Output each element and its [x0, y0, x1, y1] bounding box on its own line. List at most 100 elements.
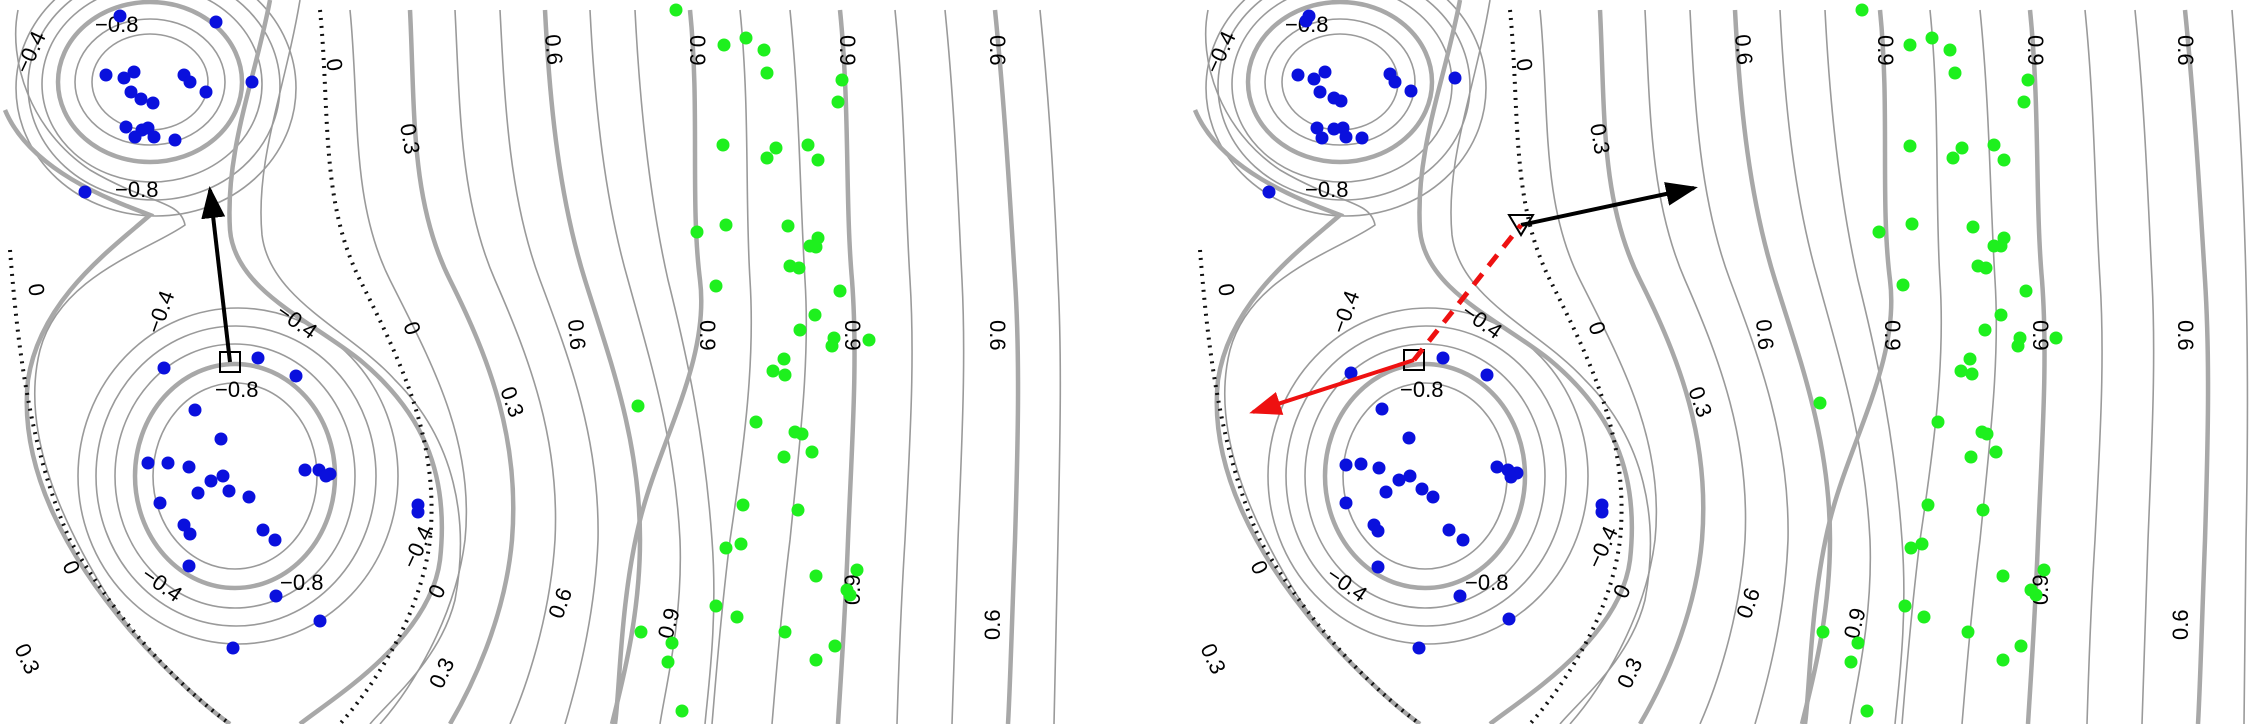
class-b-point — [1979, 261, 1993, 275]
class-a-point — [1379, 485, 1393, 499]
class-b-point — [760, 66, 774, 80]
class-b-point — [749, 415, 763, 429]
contour-label: 0.6 — [985, 320, 1010, 351]
class-b-point — [791, 503, 805, 517]
class-b-point — [1872, 225, 1886, 239]
class-b-point — [2011, 339, 2025, 353]
contour-label: 0.9 — [1880, 320, 1905, 351]
contour-label: −0.4 — [1582, 522, 1623, 572]
class-b-point — [801, 138, 815, 152]
contour-label: 0 — [1213, 282, 1240, 298]
class-a-point — [134, 92, 148, 106]
class-b-point — [828, 639, 842, 653]
contour-label: 0 — [23, 282, 50, 298]
class-a-point — [1334, 94, 1348, 108]
class-a-point — [1375, 402, 1389, 416]
class-b-point — [1903, 38, 1917, 52]
class-b-point — [1997, 153, 2011, 167]
class-b-point — [1980, 427, 1994, 441]
left-contour-labels: −0.8 −0.8 −0.8 −0.8 −0.4 −0.4 −0.4 −0.4 … — [9, 12, 1010, 692]
contour-label: −0.8 — [280, 570, 323, 595]
class-b-point — [1954, 364, 1968, 378]
class-b-point — [2019, 284, 2033, 298]
class-b-point — [840, 583, 854, 597]
class-a-point — [199, 85, 213, 99]
contour-label: 0.3 — [1585, 122, 1615, 156]
class-a-point — [1339, 496, 1353, 510]
perturbation-arrow — [1249, 358, 1415, 415]
contour-label: −0.8 — [1305, 177, 1348, 202]
class-a-point — [411, 505, 425, 519]
class-b-point — [825, 339, 839, 353]
class-b-point — [631, 399, 645, 413]
class-b-point — [669, 3, 683, 17]
class-b-point — [781, 219, 795, 233]
class-b-point — [766, 364, 780, 378]
contour-label: 0.3 — [1683, 383, 1717, 420]
class-a-point — [1404, 84, 1418, 98]
class-a-point — [214, 432, 228, 446]
class-b-point — [1855, 3, 1869, 17]
class-b-point — [1961, 625, 1975, 639]
class-b-point — [634, 625, 648, 639]
class-b-point — [792, 261, 806, 275]
contour-label: 0 — [321, 57, 348, 73]
class-a-point — [147, 130, 161, 144]
class-b-point — [805, 445, 819, 459]
class-b-point — [1965, 367, 1979, 381]
class-a-point — [216, 469, 230, 483]
class-b-point — [777, 450, 791, 464]
class-b-point — [1898, 599, 1912, 613]
class-a-point — [182, 460, 196, 474]
class-b-point — [803, 239, 817, 253]
class-b-point — [2021, 73, 2035, 87]
contour-label: 0 — [1608, 580, 1636, 602]
gradient-arrow — [1520, 182, 1698, 227]
class-b-point — [717, 38, 731, 52]
left-scatter-points — [78, 3, 876, 718]
class-a-point — [1415, 482, 1429, 496]
class-b-point — [1904, 541, 1918, 555]
class-a-point — [1344, 366, 1358, 380]
class-a-point — [242, 490, 256, 504]
class-a-point — [1412, 641, 1426, 655]
class-b-point — [1966, 220, 1980, 234]
class-a-point — [268, 533, 282, 547]
class-b-point — [2037, 563, 2051, 577]
contour-label: 0.9 — [695, 320, 720, 351]
contour-label: 0.6 — [2168, 609, 2193, 640]
contour-label: 0.3 — [9, 640, 45, 678]
class-a-point — [117, 71, 131, 85]
class-b-point — [1996, 653, 2010, 667]
class-a-point — [1436, 351, 1450, 365]
class-a-point — [1392, 473, 1406, 487]
class-b-point — [1955, 141, 1969, 155]
class-a-point — [1299, 14, 1313, 28]
contour-label: 0.3 — [1195, 640, 1231, 678]
left-panel: −0.8 −0.8 −0.8 −0.8 −0.4 −0.4 −0.4 −0.4 … — [2, 0, 1062, 724]
class-b-point — [2049, 331, 2063, 345]
class-b-point — [778, 368, 792, 382]
contour-label: 0.6 — [543, 584, 577, 621]
contour-label: 0.6 — [2173, 35, 2198, 66]
class-b-point — [757, 43, 771, 57]
class-b-point — [739, 31, 753, 45]
class-b-point — [675, 704, 689, 718]
class-a-point — [1371, 524, 1385, 538]
class-a-point — [209, 15, 223, 29]
class-b-point — [1903, 139, 1917, 153]
class-a-point — [1442, 523, 1456, 537]
class-a-point — [191, 486, 205, 500]
class-a-point — [251, 351, 265, 365]
contour-label: 0.6 — [1731, 584, 1765, 621]
right-scatter-points — [1262, 3, 2063, 718]
class-a-point — [157, 361, 171, 375]
class-a-point — [1388, 75, 1402, 89]
class-a-point — [78, 185, 92, 199]
class-b-point — [719, 541, 733, 555]
class-b-point — [795, 427, 809, 441]
class-b-point — [1844, 655, 1858, 669]
class-b-point — [2014, 639, 2028, 653]
contour-label: 0.9 — [1839, 605, 1871, 641]
